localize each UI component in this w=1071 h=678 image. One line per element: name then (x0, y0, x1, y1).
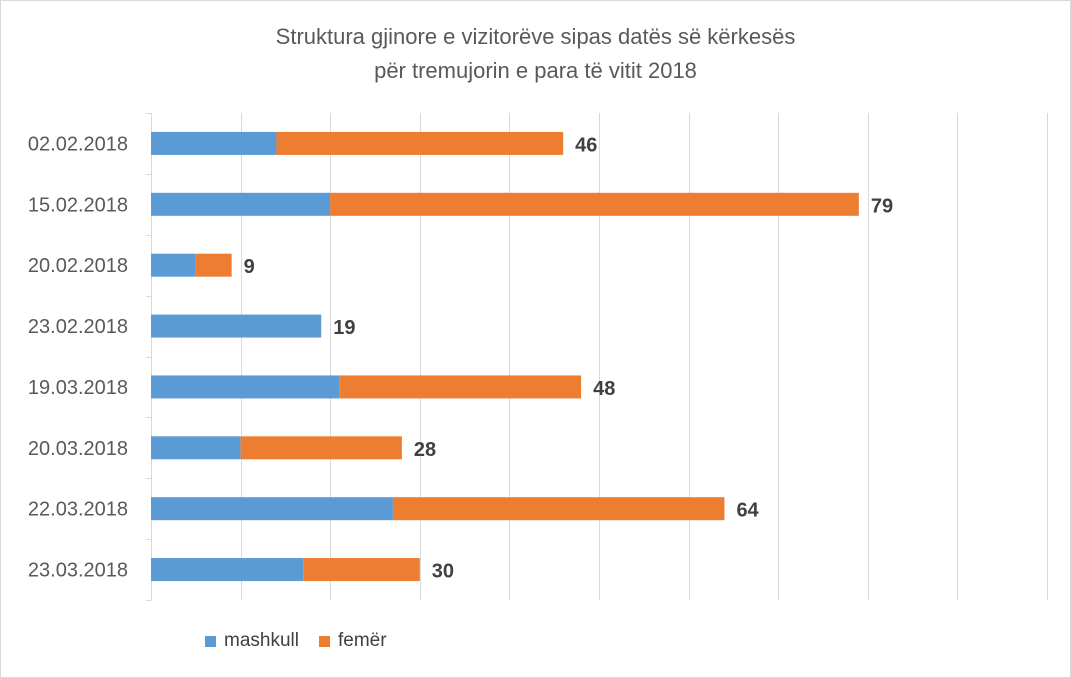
bar-mashkull (151, 192, 331, 216)
bar-mashkull (151, 375, 340, 399)
bar-femer (339, 375, 582, 399)
legend-label-mashkull: mashkull (224, 630, 299, 651)
data-label-total: 28 (414, 439, 436, 461)
data-label-total: 64 (736, 500, 759, 522)
bar-mashkull (151, 558, 304, 582)
bar-femer (303, 558, 420, 582)
category-label: 23.02.2018 (28, 316, 128, 338)
category-label: 20.02.2018 (28, 255, 128, 277)
bar-mashkull (151, 497, 393, 521)
category-label: 22.03.2018 (28, 499, 128, 521)
category-label: 15.02.2018 (28, 194, 128, 216)
chart-title-line-2: për tremujorin e para të vitit 2018 (374, 58, 697, 83)
category-label: 02.02.2018 (28, 133, 128, 155)
bar-femer (392, 497, 725, 521)
category-label: 20.03.2018 (28, 438, 128, 460)
bar-femer (330, 192, 859, 216)
data-label-total: 48 (593, 378, 615, 400)
data-label-total: 30 (432, 561, 454, 583)
bar-mashkull (151, 253, 196, 277)
data-label-total: 9 (244, 256, 255, 278)
legend-swatch-mashkull (205, 635, 216, 647)
category-label: 23.03.2018 (28, 560, 128, 582)
data-label-total: 79 (871, 195, 893, 217)
data-label-total: 19 (333, 317, 355, 339)
bar-femer (276, 131, 564, 155)
chart-title-line-1: Struktura gjinore e vizitorëve sipas dat… (275, 24, 796, 49)
chart-legend: mashkull femër (205, 627, 407, 655)
bar-mashkull (151, 314, 322, 338)
data-label-total: 46 (575, 134, 597, 156)
legend-swatch-femer (318, 635, 330, 647)
bar-femer (195, 253, 232, 277)
legend-item-mashkull: mashkull (205, 630, 299, 652)
legend-item-femer: femër (318, 630, 387, 652)
legend-label-femer: femër (337, 630, 387, 651)
bar-mashkull (151, 436, 241, 460)
category-label: 19.03.2018 (28, 377, 128, 399)
bar-mashkull (151, 131, 277, 155)
bar-femer (240, 436, 402, 460)
